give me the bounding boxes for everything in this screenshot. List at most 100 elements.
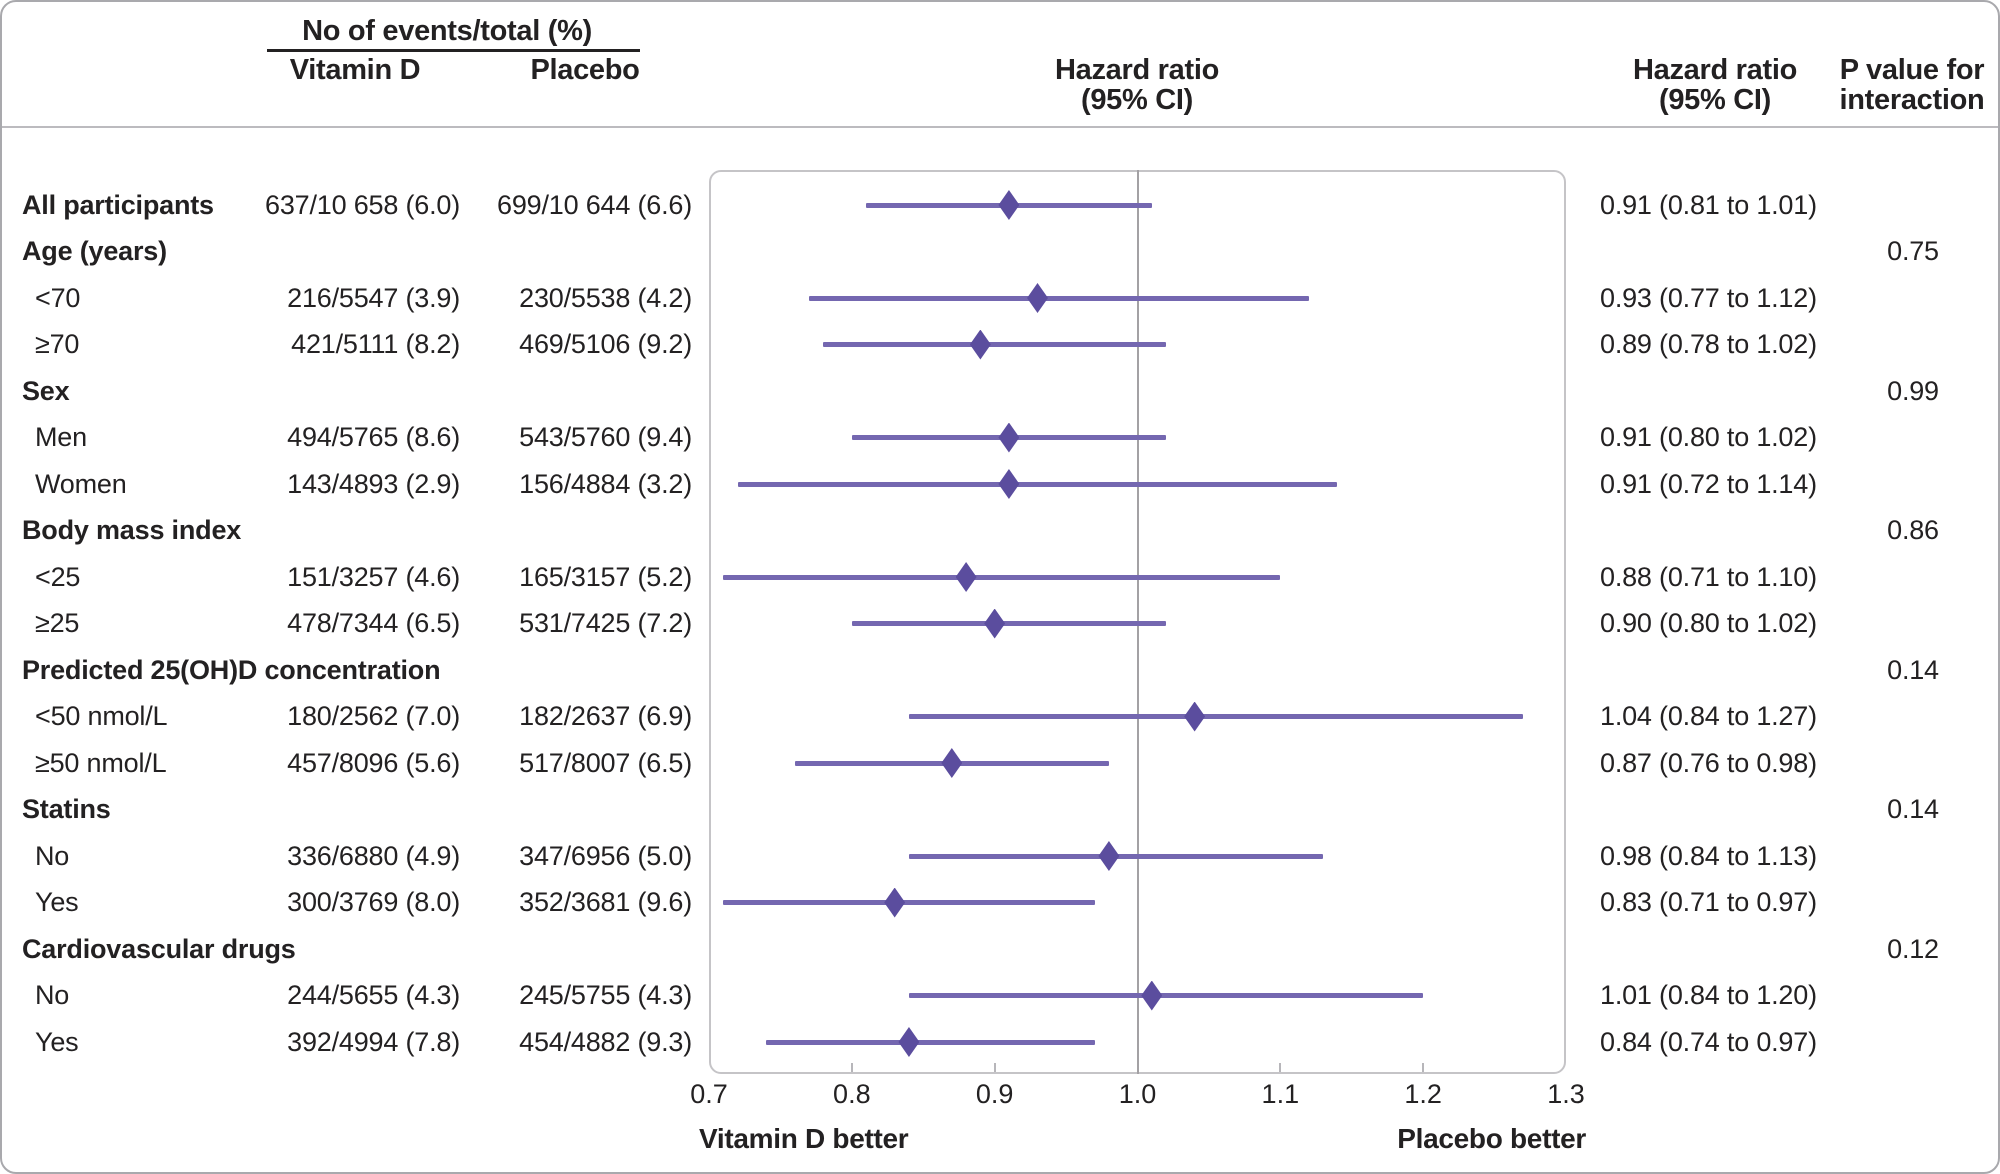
placebo-events-value: 347/6956 (5.0) <box>519 840 692 871</box>
hazard-ratio-diamond-marker <box>998 422 1020 453</box>
placebo-events-value: 245/5755 (4.3) <box>519 980 692 1010</box>
plot-title-line1: Hazard ratio <box>1055 54 1219 86</box>
row-label: <50 nmol/L <box>35 701 168 731</box>
axis-tick-label: 1.3 <box>1547 1079 1585 1109</box>
axis-tick-mark <box>1422 1063 1425 1072</box>
vitamin-d-events-value: 300/3769 (8.0) <box>287 887 460 917</box>
axis-tick-label: 1.1 <box>1261 1079 1300 1109</box>
confidence-interval-line <box>908 714 1524 719</box>
hazard-ratio-ci-text: 0.98 (0.84 to 1.13) <box>1600 840 1817 871</box>
p-value-interaction: 0.14 <box>1887 794 1939 824</box>
table-row: Age (years) 0.75 <box>2 228 1998 275</box>
row-label: Yes <box>35 887 79 917</box>
table-row: Body mass index 0.86 <box>2 507 1998 554</box>
placebo-events-value: 469/5106 (9.2) <box>519 329 692 359</box>
row-label: No <box>35 840 70 871</box>
vitamin-d-events-value: 457/8096 (5.6) <box>287 747 460 778</box>
vitamin-d-events-value: 244/5655 (4.3) <box>287 980 460 1010</box>
confidence-interval-line <box>851 621 1167 626</box>
row-label: Sex <box>22 375 70 406</box>
confidence-interval-line <box>766 1039 1095 1045</box>
p-value-interaction: 0.99 <box>1887 375 1939 406</box>
vitamin-d-events-value: 421/5111 (8.2) <box>291 329 460 359</box>
table-row: Yes 392/4994 (7.8) 454/4882 (9.3) 0.84 (… <box>2 1019 1998 1066</box>
row-label: <70 <box>35 282 81 313</box>
row-label: ≥50 nmol/L <box>35 747 167 778</box>
confidence-interval-line <box>823 342 1167 347</box>
placebo-events-value: 352/3681 (9.6) <box>519 887 692 917</box>
row-label: ≥70 <box>35 329 80 359</box>
hazard-ratio-column-header: Hazard ratio (95% CI) <box>1595 55 1835 115</box>
vitamin-d-events-value: 180/2562 (7.0) <box>287 701 460 731</box>
table-row: ≥70 421/5111 (8.2) 469/5106 (9.2) 0.89 (… <box>2 321 1998 368</box>
hazard-ratio-ci-text: 0.88 (0.71 to 1.10) <box>1600 561 1817 592</box>
table-row: No 336/6880 (4.9) 347/6956 (5.0) 0.98 (0… <box>2 833 1998 880</box>
row-label: Statins <box>22 794 111 824</box>
hazard-ratio-ci-text: 0.91 (0.72 to 1.14) <box>1600 468 1817 499</box>
hazard-ratio-ci-text: 0.87 (0.76 to 0.98) <box>1600 747 1817 778</box>
confidence-interval-line <box>723 900 1095 905</box>
row-label: Yes <box>35 1026 79 1057</box>
p-value-interaction: 0.75 <box>1887 236 1939 266</box>
table-row: Cardiovascular drugs 0.12 <box>2 926 1998 973</box>
row-label: All participants <box>22 189 214 220</box>
vitamin-d-events-value: 478/7344 (6.5) <box>287 608 460 638</box>
axis-tick-label: 1.2 <box>1404 1079 1442 1109</box>
table-row: Women 143/4893 (2.9) 156/4884 (3.2) 0.91… <box>2 461 1998 508</box>
events-total-header-text: No of events/total (%) <box>302 15 592 47</box>
hazard-ratio-ci-text: 1.04 (0.84 to 1.27) <box>1600 701 1817 731</box>
row-label: ≥25 <box>35 608 80 638</box>
row-label: Body mass index <box>22 515 242 545</box>
p-value-interaction: 0.12 <box>1887 933 1939 964</box>
axis-tick-label: 1.0 <box>1118 1079 1157 1109</box>
row-label: <25 <box>35 561 81 592</box>
hazard-ratio-diamond-marker <box>1184 701 1206 732</box>
hazard-ratio-ci-text: 0.93 (0.77 to 1.12) <box>1600 282 1817 313</box>
placebo-events-value: 230/5538 (4.2) <box>519 282 692 313</box>
hazard-ratio-column-header-line2: (95% CI) <box>1658 84 1771 116</box>
table-row: Predicted 25(OH)D concentration 0.14 <box>2 647 1998 694</box>
row-label: Men <box>35 422 87 452</box>
table-row: <25 151/3257 (4.6) 165/3157 (5.2) 0.88 (… <box>2 554 1998 601</box>
hazard-ratio-ci-text: 0.83 (0.71 to 0.97) <box>1600 887 1817 917</box>
hazard-ratio-ci-text: 0.84 (0.74 to 0.97) <box>1600 1026 1817 1057</box>
placebo-events-value: 543/5760 (9.4) <box>519 422 692 452</box>
p-value-column-header-line1: P value for <box>1839 54 1985 86</box>
confidence-interval-line <box>737 481 1338 487</box>
placebo-column-header: Placebo <box>485 55 685 85</box>
vitamin-d-events-value: 143/4893 (2.9) <box>287 468 460 499</box>
row-label: Cardiovascular drugs <box>22 933 296 964</box>
vitamin-d-events-value: 637/10 658 (6.0) <box>265 189 460 220</box>
table-row: Statins 0.14 <box>2 786 1998 833</box>
vitamin-d-events-value: 216/5547 (3.9) <box>287 282 460 313</box>
hazard-ratio-diamond-marker <box>884 887 906 918</box>
events-total-header: No of events/total (%) <box>247 16 647 46</box>
header-separator-line <box>2 126 1998 128</box>
placebo-events-value: 531/7425 (7.2) <box>519 608 692 638</box>
right-direction-label: Placebo better <box>1397 1123 1586 1154</box>
confidence-interval-line <box>723 574 1281 580</box>
p-value-column-header-line2: interaction <box>1839 84 1985 116</box>
hazard-ratio-column-header-line1: Hazard ratio <box>1633 54 1797 86</box>
p-value-column-header: P value for interaction <box>1812 54 1998 116</box>
p-value-interaction: 0.86 <box>1887 515 1939 545</box>
row-label: Women <box>35 468 127 499</box>
placebo-events-value: 517/8007 (6.5) <box>519 747 692 778</box>
hazard-ratio-ci-text: 0.90 (0.80 to 1.02) <box>1600 608 1817 638</box>
row-label: Predicted 25(OH)D concentration <box>22 654 441 685</box>
row-label: No <box>35 980 70 1010</box>
table-row: Men 494/5765 (8.6) 543/5760 (9.4) 0.91 (… <box>2 414 1998 461</box>
hazard-ratio-diamond-marker <box>998 469 1020 499</box>
table-row: ≥25 478/7344 (6.5) 531/7425 (7.2) 0.90 (… <box>2 600 1998 647</box>
hazard-ratio-ci-text: 0.89 (0.78 to 1.02) <box>1600 329 1817 359</box>
axis-tick-label: 0.7 <box>690 1079 728 1109</box>
hazard-ratio-diamond-marker <box>969 329 991 360</box>
axis-tick-label: 0.9 <box>975 1079 1014 1109</box>
row-label: Age (years) <box>22 236 167 266</box>
vitamin-d-events-value: 336/6880 (4.9) <box>287 840 460 871</box>
hazard-ratio-diamond-marker <box>1098 841 1120 871</box>
axis-tick-mark <box>1279 1063 1282 1072</box>
placebo-column-header-text: Placebo <box>530 54 640 86</box>
hazard-ratio-diamond-marker <box>955 562 977 592</box>
